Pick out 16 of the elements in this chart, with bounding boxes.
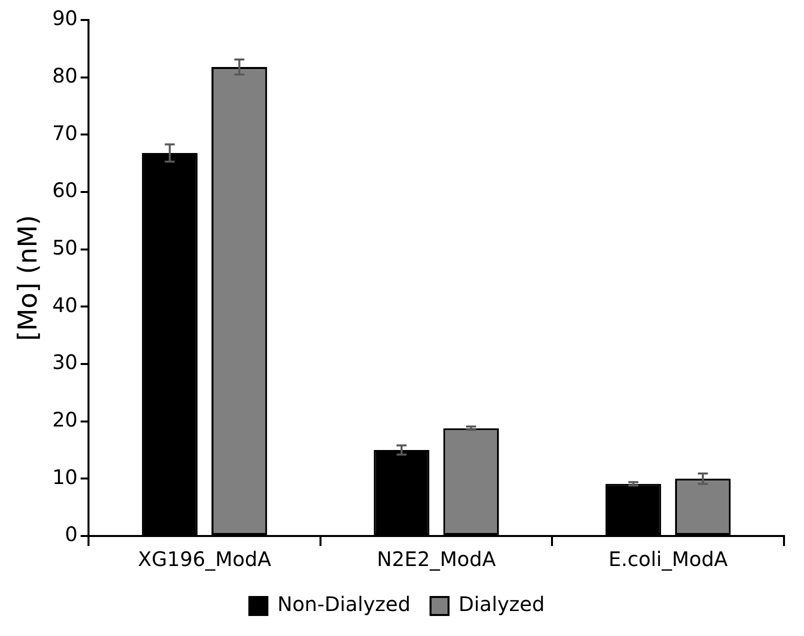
y-tick-label: 30	[52, 350, 78, 374]
x-tick-label: E.coli_ModA	[608, 547, 728, 572]
x-tick-label: XG196_ModA	[138, 547, 272, 572]
y-tick-label: 0	[64, 522, 78, 546]
x-tick-label: N2E2_ModA	[376, 547, 496, 572]
legend-label: Non-Dialyzed	[277, 592, 411, 616]
y-tick-label: 70	[52, 120, 78, 145]
y-axis-title: [Mo] (nM)	[13, 214, 44, 342]
y-tick-label: 80	[52, 64, 78, 88]
legend-label: Dialyzed	[458, 592, 545, 616]
y-tick-label: 50	[52, 236, 78, 260]
y-tick-label: 20	[52, 408, 78, 432]
y-tick-label: 60	[52, 178, 78, 202]
y-tick-label: 40	[52, 292, 78, 317]
y-tick-label: 90	[52, 6, 78, 30]
y-tick-label: 10	[52, 464, 78, 489]
